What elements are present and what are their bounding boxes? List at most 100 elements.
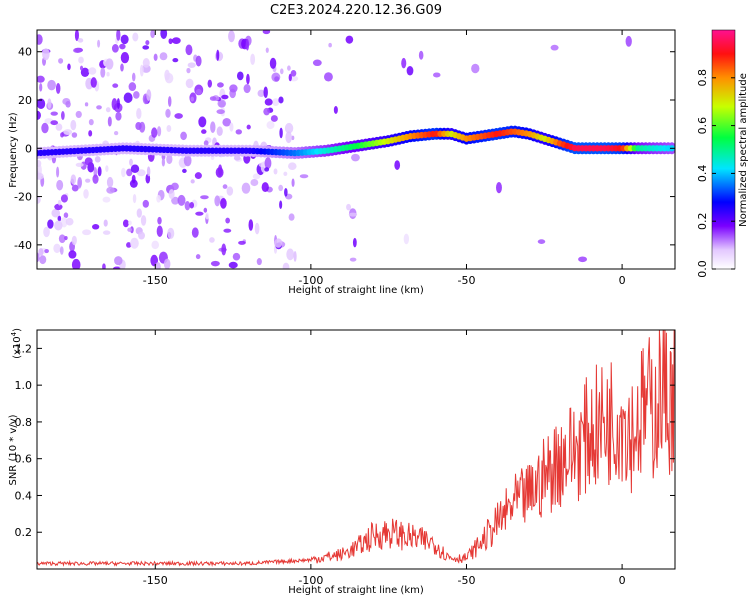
- noise-speckle: [232, 252, 241, 261]
- spectrogram-heatmap: [37, 30, 675, 269]
- noise-speckle: [156, 126, 162, 137]
- noise-speckle: [190, 96, 195, 102]
- noise-speckle: [138, 231, 145, 240]
- noise-speckle: [272, 98, 280, 107]
- noise-speckle: [120, 51, 130, 64]
- noise-speckle: [85, 178, 91, 183]
- noise-speckle: [243, 83, 251, 94]
- noise-speckle: [170, 182, 179, 191]
- noise-speckle: [92, 224, 100, 230]
- noise-speckle: [394, 160, 401, 170]
- noise-speckle: [284, 188, 288, 197]
- noise-speckle: [156, 195, 161, 203]
- noise-speckle: [250, 178, 259, 187]
- noise-speckle: [150, 30, 155, 39]
- noise-speckle: [84, 157, 93, 166]
- x-tick-label: 0: [619, 574, 626, 587]
- noise-speckle: [151, 127, 158, 138]
- noise-speckle: [346, 203, 351, 211]
- noise-speckle: [71, 184, 79, 192]
- noise-speckle: [130, 164, 140, 173]
- y-tick-label: 1.0: [15, 379, 33, 392]
- noise-speckle: [88, 118, 94, 126]
- noise-speckle: [274, 238, 283, 248]
- noise-speckle: [496, 181, 502, 194]
- noise-speckle: [77, 177, 83, 188]
- noise-speckle: [136, 208, 142, 218]
- noise-speckle: [229, 122, 234, 132]
- noise-speckle: [284, 122, 294, 134]
- noise-speckle: [96, 105, 102, 110]
- noise-speckle: [291, 178, 295, 188]
- noise-speckle: [229, 84, 238, 93]
- noise-speckle: [78, 56, 84, 64]
- noise-speckle: [57, 215, 62, 222]
- noise-speckle: [264, 167, 270, 172]
- x-tick-label: -100: [298, 574, 323, 587]
- noise-speckle: [59, 246, 64, 255]
- noise-speckle: [209, 237, 215, 243]
- noise-speckle: [351, 153, 360, 162]
- colorbar-tick-label: 0.2: [696, 212, 709, 230]
- noise-speckle: [64, 235, 68, 241]
- noise-speckle: [38, 248, 44, 256]
- noise-speckle: [127, 227, 132, 232]
- noise-speckle: [401, 57, 407, 69]
- noise-speckle: [61, 111, 65, 120]
- noise-speckle: [348, 212, 358, 217]
- noise-speckle: [139, 64, 144, 77]
- noise-speckle: [537, 239, 546, 244]
- noise-speckle: [352, 237, 357, 248]
- noise-speckle: [184, 201, 191, 211]
- noise-speckle: [261, 182, 269, 193]
- noise-speckle: [156, 225, 163, 237]
- noise-speckle: [142, 58, 150, 68]
- snr-series-line: [37, 330, 675, 568]
- noise-speckle: [195, 254, 201, 260]
- noise-speckle: [286, 248, 295, 261]
- y-tick-label: 0.2: [15, 526, 33, 539]
- noise-speckle: [223, 228, 232, 233]
- noise-speckle: [140, 215, 147, 226]
- chart-title: C2E3.2024.220.12.36.G09: [270, 3, 442, 18]
- noise-speckle: [269, 57, 277, 69]
- noise-speckle: [194, 172, 202, 180]
- noise-speckle: [105, 107, 111, 113]
- noise-speckle: [165, 108, 171, 118]
- noise-speckle: [225, 217, 231, 224]
- noise-speckle: [246, 73, 250, 85]
- svg-text:(x104): (x104): [10, 328, 23, 359]
- noise-speckle: [131, 72, 136, 82]
- noise-speckle: [216, 49, 220, 61]
- snr-y-axis-label: SNR (10 * v/v): [8, 414, 19, 485]
- noise-speckle: [50, 120, 59, 126]
- noise-speckle: [207, 79, 213, 88]
- noise-speckle: [177, 194, 186, 206]
- noise-speckle: [79, 65, 84, 71]
- noise-speckle: [155, 262, 161, 269]
- noise-speckle: [100, 67, 106, 78]
- noise-speckle: [263, 107, 270, 116]
- noise-speckle: [37, 75, 45, 83]
- noise-speckle: [164, 69, 170, 81]
- noise-speckle: [43, 226, 50, 238]
- noise-speckle: [136, 169, 146, 177]
- noise-speckle: [68, 250, 77, 259]
- snr-y-multiplier: (x104): [10, 328, 23, 359]
- noise-speckle: [625, 35, 632, 47]
- noise-speckle: [39, 255, 47, 265]
- noise-speckle: [201, 129, 207, 134]
- noise-speckle: [142, 199, 149, 208]
- noise-speckle: [112, 83, 119, 88]
- noise-speckle: [312, 59, 322, 67]
- noise-speckle: [252, 173, 261, 180]
- noise-speckle: [102, 263, 106, 269]
- noise-speckle: [75, 110, 82, 118]
- noise-speckle: [235, 129, 242, 135]
- noise-speckle: [105, 165, 109, 173]
- noise-speckle: [114, 256, 123, 266]
- y-tick-label: 40: [18, 46, 32, 59]
- noise-speckle: [185, 78, 194, 89]
- noise-speckle: [168, 189, 175, 200]
- noise-speckle: [105, 58, 114, 70]
